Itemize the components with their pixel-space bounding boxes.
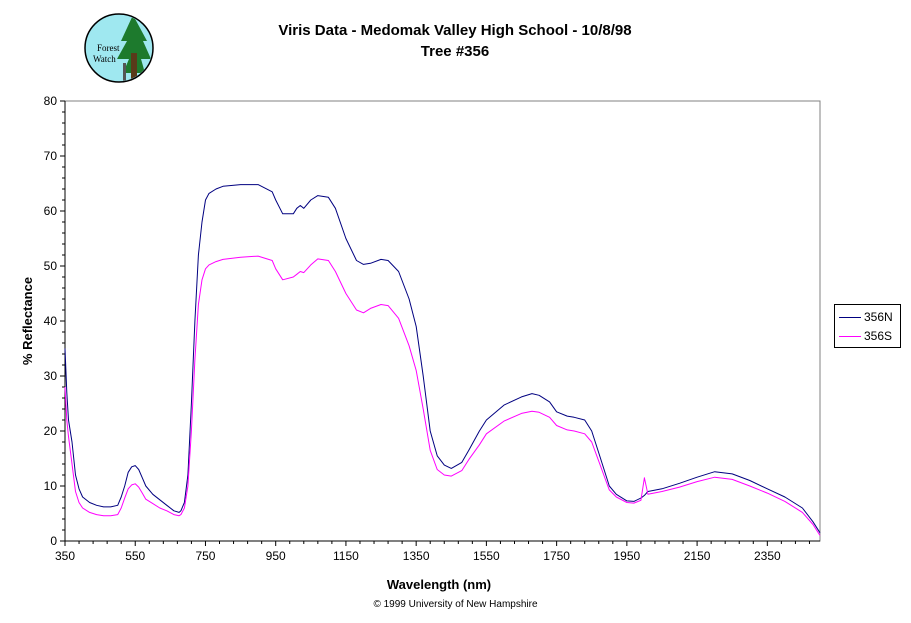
legend-item-356n: 356N: [839, 309, 893, 325]
y-tick-label: 30: [44, 369, 58, 383]
x-tick-label: 1550: [473, 549, 500, 563]
y-tick-label: 10: [44, 479, 58, 493]
y-tick-label: 80: [44, 94, 58, 108]
y-axis-label: % Reflectance: [20, 277, 35, 365]
legend-label-356n: 356N: [864, 310, 893, 324]
forest-watch-logo: Forest Watch: [84, 13, 154, 83]
y-tick-label: 20: [44, 424, 58, 438]
y-tick-label: 0: [50, 534, 57, 548]
chart-subtitle: Tree #356: [420, 43, 490, 60]
chart-title: Viris Data - Medomak Valley High School …: [278, 22, 632, 39]
x-tick-label: 1150: [333, 549, 359, 563]
copyright-notice: © 1999 University of New Hampshire: [373, 599, 538, 610]
legend-swatch-356s: [839, 335, 861, 337]
logo-line2: Watch: [93, 54, 116, 64]
y-tick-label: 70: [44, 149, 58, 163]
legend-swatch-356n: [839, 316, 861, 318]
x-tick-label: 350: [55, 549, 75, 563]
x-tick-label: 2350: [754, 549, 781, 563]
x-tick-label: 2150: [684, 549, 711, 563]
y-tick-label: 60: [44, 204, 58, 218]
series-line-356n: [64, 184, 821, 534]
plot-area: [64, 100, 821, 542]
legend: 356N 356S: [834, 304, 901, 348]
y-tick-label: 50: [44, 259, 58, 273]
y-tick-label: 40: [44, 314, 58, 328]
logo-line1: Forest: [97, 43, 120, 53]
x-tick-label: 1950: [614, 549, 641, 563]
x-axis-label: Wavelength (nm): [387, 577, 491, 592]
legend-label-356s: 356S: [864, 329, 893, 343]
x-tick-label: 1750: [543, 549, 570, 563]
legend-item-356s: 356S: [839, 328, 892, 344]
x-tick-label: 750: [195, 549, 215, 563]
series-line-356s: [64, 255, 821, 536]
x-tick-label: 950: [266, 549, 286, 563]
x-tick-label: 1350: [403, 549, 430, 563]
x-tick-label: 550: [125, 549, 145, 563]
